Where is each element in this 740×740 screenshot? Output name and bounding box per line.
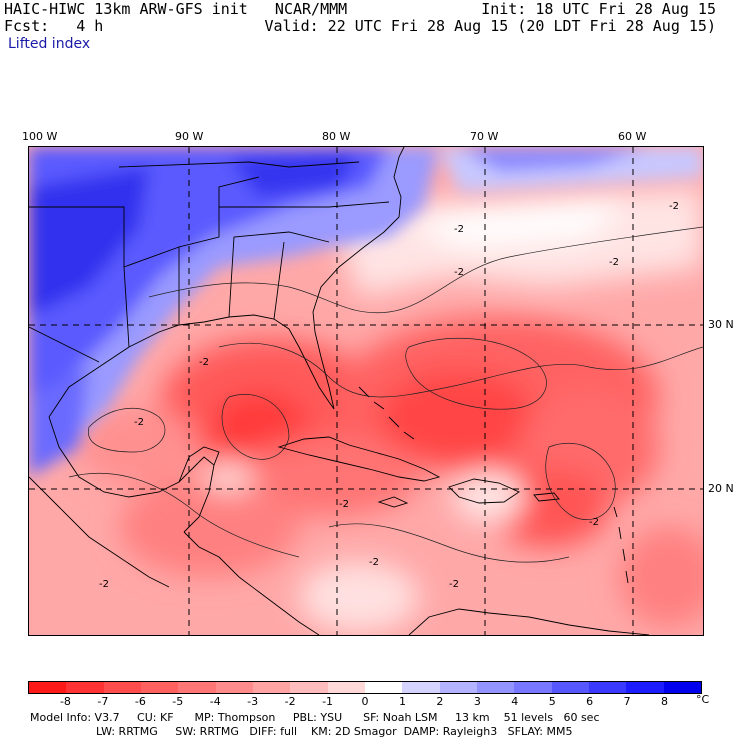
lat-label-30n: 30 N <box>708 318 734 331</box>
colorbar-tick-label: 4 <box>511 695 519 708</box>
model-info-line1: Model Info: V3.7 CU: KF MP: Thompson PBL… <box>30 711 600 724</box>
colorbar <box>28 681 702 694</box>
lon-label-100w: 100 W <box>22 130 58 143</box>
colorbar-segment <box>140 682 179 693</box>
contour-labels: -2 -2 -2 -2 -2 -2 -2 -2 -2 -2 -2 <box>99 201 679 590</box>
contour-label: -2 <box>589 517 599 528</box>
contour-label: -2 <box>369 557 379 568</box>
model-title: HAIC-HIWC 13km ARW-GFS init NCAR/MMM <box>4 0 348 18</box>
colorbar-segment <box>476 682 515 693</box>
colorbar-segment <box>327 682 365 693</box>
colorbar-tick-label: -5 <box>172 695 184 708</box>
contour-label: -2 <box>669 201 679 212</box>
valid-time: Valid: 22 UTC Fri 28 Aug 15 (20 LDT Fri … <box>264 17 716 35</box>
colorbar-tick-label: 7 <box>623 695 631 708</box>
colorbar-segment <box>514 682 552 693</box>
model-info-line2: LW: RRTMG SW: RRTMG DIFF: full KM: 2D Sm… <box>96 725 573 738</box>
coastlines <box>29 147 650 635</box>
colorbar-segment <box>588 682 627 693</box>
contour-label: -2 <box>134 417 144 428</box>
contour-label: -2 <box>199 357 209 368</box>
contour-label: -2 <box>449 579 459 590</box>
colorbar-tick-label: 3 <box>473 695 481 708</box>
contour-label: -2 <box>339 499 349 510</box>
colorbar-tick-label: -8 <box>59 695 71 708</box>
colorbar-tick-label: 8 <box>661 695 669 708</box>
colorbar-segment <box>103 682 141 693</box>
init-time: Init: 18 UTC Fri 28 Aug 15 <box>481 0 716 18</box>
colorbar-tick-label: 5 <box>548 695 556 708</box>
colorbar-segment <box>178 682 216 693</box>
shaded-field <box>79 187 703 632</box>
contour-label: -2 <box>454 267 464 278</box>
forecast-hour: Fcst: 4 h <box>4 17 104 35</box>
colorbar-tick-label: 2 <box>436 695 444 708</box>
contour-label: -2 <box>609 257 619 268</box>
contour-label: -2 <box>99 579 109 590</box>
colorbar-segment <box>439 682 477 693</box>
contour-label: -2 <box>454 224 464 235</box>
lon-label-60w: 60 W <box>618 130 647 143</box>
colorbar-tick-label: -2 <box>284 695 296 708</box>
colorbar-segment <box>252 682 291 693</box>
contours <box>68 226 703 563</box>
graticule <box>29 147 703 635</box>
colorbar-segment <box>290 682 328 693</box>
colorbar-tick-label: 0 <box>361 695 369 708</box>
colorbar-segment <box>551 682 589 693</box>
colorbar-tick-label: -3 <box>247 695 259 708</box>
colorbar-segment <box>402 682 440 693</box>
colorbar-segment <box>215 682 253 693</box>
colorbar-segment <box>663 682 701 693</box>
field-name: Lifted index <box>8 36 91 52</box>
colorbar-tick-label: -7 <box>97 695 109 708</box>
lon-label-80w: 80 W <box>322 130 351 143</box>
colorbar-tick-label: -4 <box>209 695 221 708</box>
colorbar-segment <box>626 682 664 693</box>
map-canvas: -2 -2 -2 -2 -2 -2 -2 -2 -2 -2 -2 <box>29 147 703 635</box>
colorbar-tick-label: -1 <box>322 695 334 708</box>
colorbar-tick-label: -6 <box>134 695 146 708</box>
colorbar-segment <box>66 682 104 693</box>
lon-label-70w: 70 W <box>470 130 499 143</box>
colorbar-segment <box>364 682 403 693</box>
colorbar-tick-label: 1 <box>398 695 406 708</box>
lat-label-20n: 20 N <box>708 482 734 495</box>
colorbar-segment <box>29 682 67 693</box>
colorbar-tick-label: 6 <box>586 695 594 708</box>
colorbar-unit: °C <box>696 693 710 706</box>
lon-label-90w: 90 W <box>175 130 204 143</box>
lifted-index-map: -2 -2 -2 -2 -2 -2 -2 -2 -2 -2 -2 <box>28 146 704 636</box>
